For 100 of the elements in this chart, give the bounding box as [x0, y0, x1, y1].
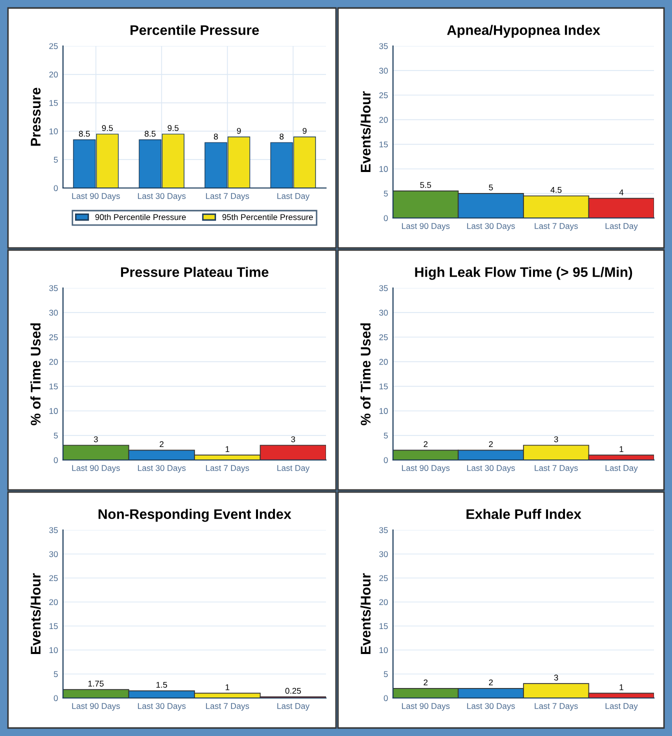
- x-tick-label: Last 90 Days: [402, 465, 450, 473]
- data-label: 0.25: [285, 688, 301, 694]
- y-tick-label: 10: [50, 647, 58, 654]
- data-label: 9: [236, 128, 241, 134]
- y-tick-label: 20: [49, 599, 58, 606]
- data-label: 8: [280, 134, 284, 140]
- x-tick-label: Last 90 Days: [402, 223, 450, 231]
- y-tick-label: 0: [54, 457, 58, 464]
- data-label: 2: [424, 679, 428, 686]
- data-label: 5: [488, 184, 493, 190]
- y-tick-label: 25: [379, 92, 388, 98]
- chart-title: Non-Responding Event Index: [98, 508, 292, 522]
- x-tick-label: Last 30 Days: [138, 193, 186, 201]
- chart-title: Apnea/Hypopnea Index: [447, 24, 600, 38]
- y-axis-title: Events/Hour: [30, 573, 41, 654]
- y-tick-label: 20: [379, 116, 388, 123]
- data-label: 3: [94, 436, 98, 442]
- x-tick-label: Last 7 Days: [206, 703, 250, 711]
- x-tick-label: Last 90 Days: [72, 465, 120, 473]
- y-tick-label: 10: [50, 128, 58, 134]
- y-tick-label: 15: [380, 623, 388, 630]
- legend-label: 90th Percentile Pressure: [95, 214, 186, 220]
- y-tick-label: 15: [50, 623, 58, 630]
- y-tick-label: 10: [380, 647, 388, 654]
- data-label: 9.5: [102, 125, 113, 132]
- data-label: 1: [226, 446, 230, 452]
- data-label: 8: [214, 134, 218, 140]
- x-tick-label: Last 90 Days: [402, 703, 450, 711]
- y-tick-label: 35: [379, 285, 388, 292]
- y-tick-label: 20: [49, 72, 58, 78]
- y-tick-label: 10: [50, 408, 58, 414]
- x-tick-label: Last 30 Days: [138, 703, 186, 711]
- y-tick-label: 30: [379, 551, 388, 558]
- y-tick-label: 25: [379, 334, 388, 340]
- y-tick-label: 25: [379, 575, 388, 582]
- y-tick-label: 10: [380, 166, 388, 172]
- y-tick-label: 5: [54, 156, 58, 163]
- x-tick-label: Last 30 Days: [467, 465, 515, 473]
- y-tick-label: 0: [54, 185, 58, 192]
- y-axis-title: Events/Hour: [360, 573, 371, 654]
- y-tick-label: 5: [384, 671, 388, 678]
- y-tick-label: 5: [384, 432, 388, 439]
- y-tick-label: 30: [379, 68, 388, 74]
- y-tick-label: 5: [54, 432, 58, 439]
- x-tick-label: Last Day: [277, 465, 310, 473]
- x-tick-label: Last 7 Days: [534, 223, 578, 231]
- y-tick-label: 0: [384, 457, 388, 464]
- data-label: 4: [619, 189, 624, 196]
- x-tick-label: Last 7 Days: [534, 465, 578, 473]
- data-label: 3: [554, 674, 558, 681]
- chart-title: Pressure Plateau Time: [121, 266, 268, 278]
- chart-title: Exhale Puff Index: [466, 508, 582, 520]
- y-axis-title: Pressure: [30, 88, 41, 146]
- y-tick-label: 5: [54, 671, 58, 678]
- data-label: 3: [554, 436, 558, 442]
- y-tick-label: 35: [379, 527, 388, 534]
- y-tick-label: 0: [384, 215, 388, 222]
- data-label: 4.5: [550, 187, 562, 193]
- x-tick-label: Last 30 Days: [467, 703, 515, 711]
- y-tick-label: 25: [49, 334, 58, 340]
- data-label: 1: [620, 684, 624, 690]
- x-tick-label: Last 30 Days: [138, 465, 186, 473]
- chart-title: High Leak Flow Time (> 95 L/Min): [415, 266, 632, 280]
- chart-title: Percentile Pressure: [130, 24, 259, 36]
- y-tick-label: 35: [49, 527, 58, 534]
- data-label: 9: [302, 128, 307, 134]
- data-label: 8.5: [78, 130, 90, 137]
- y-tick-label: 20: [49, 358, 58, 365]
- data-label: 5.5: [420, 182, 432, 188]
- x-tick-label: Last 7 Days: [206, 465, 250, 473]
- data-label: 2: [488, 441, 493, 448]
- x-tick-label: Last Day: [606, 465, 638, 473]
- y-tick-label: 25: [49, 575, 58, 582]
- y-tick-label: 30: [49, 310, 58, 316]
- y-tick-label: 30: [49, 551, 58, 558]
- y-tick-label: 35: [49, 285, 58, 292]
- x-tick-label: Last Day: [277, 193, 310, 201]
- data-label: 1: [226, 684, 230, 690]
- y-tick-label: 35: [379, 43, 388, 50]
- y-axis-title: % of Time Used: [30, 323, 41, 426]
- x-tick-label: Last Day: [277, 703, 310, 711]
- x-tick-label: Last 7 Days: [206, 193, 250, 201]
- data-label: 8.5: [144, 130, 156, 137]
- y-tick-label: 20: [379, 358, 388, 365]
- x-tick-label: Last 30 Days: [467, 223, 515, 231]
- x-tick-label: Last 90 Days: [72, 703, 120, 711]
- y-tick-label: 20: [379, 599, 388, 606]
- y-tick-label: 30: [379, 310, 388, 316]
- x-tick-label: Last Day: [606, 703, 638, 711]
- data-label: 1.75: [88, 680, 104, 687]
- data-label: 2: [488, 679, 493, 686]
- legend-label: 95th Percentile Pressure: [222, 214, 313, 220]
- y-axis-title: % of Time Used: [360, 323, 371, 426]
- y-tick-label: 0: [54, 695, 58, 702]
- y-tick-label: 0: [384, 695, 388, 702]
- data-label: 9.5: [168, 125, 179, 132]
- y-tick-label: 15: [50, 384, 58, 390]
- data-label: 2: [160, 441, 164, 448]
- y-tick-label: 5: [384, 190, 388, 197]
- y-tick-label: 25: [49, 43, 58, 50]
